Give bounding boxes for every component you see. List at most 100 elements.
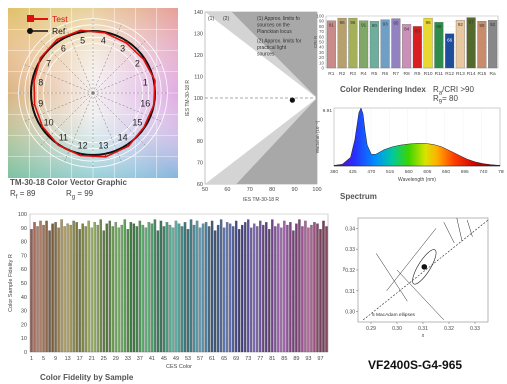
ellipse-label: 5 MacAdam ellipses [372,312,416,318]
chroma-plot-area [357,217,489,323]
fidelity-bar [57,227,60,353]
chromaticity-panel: 0.29 0.30 0.31 0.32 0.33 0.30 0.31 0.32 0.33 0.34… [336,212,496,340]
cri-category-label: R12 [445,71,454,77]
fidelity-bar [204,222,208,353]
fidelity-bar [33,222,36,353]
fidelity-bar [102,230,105,353]
chroma-y-label: y [343,266,346,272]
cri-y-label: CRI R [313,35,318,48]
fidelity-bar [304,220,307,353]
fidelity-bar [250,227,253,353]
fidelity-y-tick: 20 [21,322,27,328]
fidelity-bar [39,220,42,353]
fidelity-bar [165,222,169,353]
cri-bar-label: 91 [329,23,335,28]
chroma-y-tick: 0.33 [345,247,355,253]
fidelity-bar [90,227,93,353]
fidelity-bar [219,219,223,353]
fidelity-x-tick: 73 [245,356,251,362]
cri-y-tick: 60 [319,34,325,39]
fidelity-x-tick: 5 [42,356,45,362]
fidelity-x-tick: 89 [293,356,299,362]
chroma-y-tick: 0.32 [345,268,355,274]
cri-bar [359,20,369,69]
fidelity-x-tick: 65 [221,356,227,362]
fidelity-bar [307,227,310,353]
cri-bar-label: 93 [383,22,389,27]
r9-sub: 9 [438,99,443,106]
fidelity-bar [168,224,172,353]
fidelity-bar [96,224,99,353]
ra-sub: a [438,90,443,97]
spectrum-y-label: Watts/nm (10⁻⁴) [315,120,320,153]
fidelity-bar [66,223,69,353]
fidelity-bar [313,222,316,353]
fidelity-y-tick: 70 [21,253,27,259]
model-label: VF2400S-G4-965 [368,358,463,372]
cri-bar [348,17,358,69]
fidelity-bar [280,227,283,353]
ies-x-tick: 100 [312,187,321,193]
cri-bar [488,20,498,69]
legend-ref-marker [27,28,33,34]
ra-value: /CRI >90 [442,85,474,94]
fidelity-bar [111,226,115,353]
cri-category-label: R6 [382,71,388,77]
fidelity-x-label: CES Color [166,364,192,370]
ies-y-tick: 120 [194,53,203,59]
bin-label: 10 [44,118,54,128]
fidelity-bar [298,219,301,353]
fidelity-bar [198,227,202,353]
spectrum-chart: 380 425 470 515 560 605 650 695 740 785 9.91 Wavele… [315,107,504,183]
fidelity-bar [123,219,127,353]
fidelity-bar [195,220,199,353]
cri-bar-label: 96 [426,20,432,25]
rf-value: = 89 [19,189,36,198]
fidelity-x-tick: 29 [113,356,119,362]
cri-bar [412,26,422,69]
bin-label: 3 [120,44,125,54]
cri-category-label: R8 [404,71,410,77]
fidelity-bar [292,230,295,353]
fidelity-bar [78,229,81,353]
legend-test-label: Test [52,14,68,24]
cri-bar-label: 88 [436,24,442,29]
fidelity-bar [75,222,78,353]
fidelity-bar [228,223,232,353]
fidelity-y-tick: 100 [18,212,27,218]
bin-label: 7 [46,58,51,68]
bin-label: 1 [143,78,148,88]
cri-bar-label: 90 [479,23,485,28]
fidelity-bar [231,226,235,353]
ra-note: Ra/CRI >90 [433,85,474,97]
ies-y-tick: 100 [194,96,203,102]
fidelity-bar [237,229,241,353]
bin-label: 2 [135,58,140,68]
fidelity-bar [93,222,96,353]
cri-category-label: R14 [467,71,476,77]
fidelity-bar [63,226,66,353]
spectrum-area [333,107,501,167]
planckian-locus [363,219,489,321]
fidelity-bar [36,226,39,353]
cvg-ring [18,18,168,168]
fidelity-bar [316,223,319,353]
fidelity-x-tick: 77 [257,356,263,362]
isotherm-line [456,217,463,241]
cvg-bin-divider [40,92,94,146]
fidelity-bar [192,224,196,353]
ies-y-tick: 60 [197,182,203,188]
fidelity-bar [171,227,175,353]
ies-x-tick: 70 [247,187,253,193]
fidelity-bar [271,219,274,353]
r9-note: R9= 80 [433,94,458,106]
fidelity-x-tick: 97 [317,356,323,362]
cri-category-label: R3 [350,71,356,77]
fidelity-bar [180,226,184,353]
fidelity-x-tick: 1 [30,356,33,362]
cri-bar [477,21,487,69]
cri-bar [434,22,444,69]
cri-y-tick: 70 [319,29,325,34]
fidelity-y-tick: 10 [21,336,27,342]
cri-y-tick: 90 [319,19,325,24]
